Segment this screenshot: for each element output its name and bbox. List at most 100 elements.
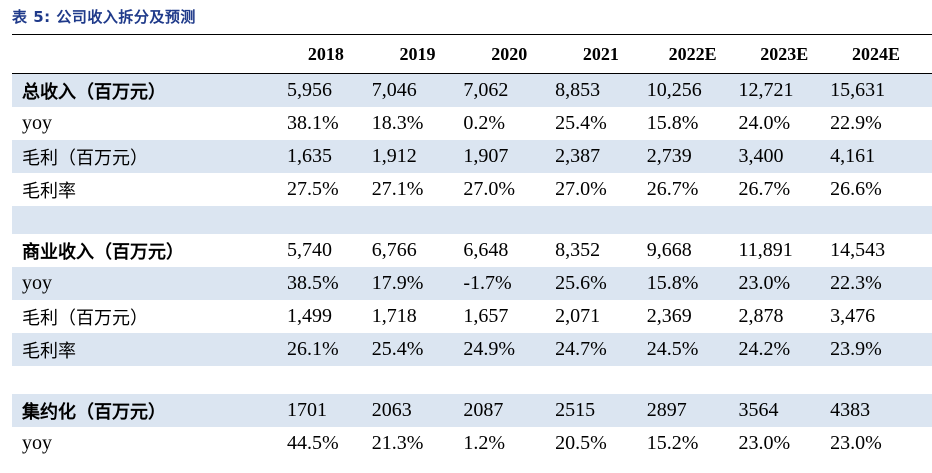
- value-cell: 2897: [646, 399, 687, 421]
- spacer-row: [12, 206, 932, 234]
- header-year-2021: 2021: [582, 43, 619, 64]
- value-cell: 2,387: [555, 145, 601, 167]
- value-cell: 3564: [738, 399, 779, 421]
- row-label: 商业收入（百万元）: [22, 241, 184, 263]
- value-cell: 15.2%: [646, 432, 699, 454]
- value-cell: 15,631: [830, 79, 886, 101]
- table-row: 毛利（百万元） 1,635 1,912 1,907 2,387 2,739 3,400 4,1…: [12, 140, 932, 173]
- row-label: 毛利率: [22, 180, 76, 202]
- value-cell: 25.6%: [555, 272, 607, 294]
- value-cell: 24.0%: [738, 112, 791, 134]
- value-cell: 24.7%: [555, 338, 607, 360]
- header-year-2024e: 2024E: [851, 43, 900, 64]
- value-cell: 26.1%: [287, 338, 339, 360]
- header-year-2023e: 2023E: [760, 43, 809, 64]
- value-cell: 38.1%: [287, 112, 339, 134]
- row-label: 集约化（百万元）: [22, 401, 166, 423]
- value-cell: 22.9%: [830, 112, 882, 134]
- spacer-row: [12, 366, 932, 394]
- value-cell: 24.2%: [738, 338, 791, 360]
- row-label: yoy: [22, 112, 52, 134]
- value-cell: 1,657: [463, 305, 509, 327]
- value-cell: 14,543: [830, 239, 886, 261]
- value-cell: 15.8%: [646, 112, 699, 134]
- table-row: yoy 38.5% 17.9% -1.7% 25.6% 15.8% 23.0% 22.3%: [12, 267, 932, 300]
- value-cell: 4,161: [830, 145, 876, 167]
- value-cell: 27.0%: [555, 178, 607, 200]
- value-cell: 27.5%: [287, 178, 339, 200]
- value-cell: 0.2%: [463, 112, 506, 134]
- row-label: yoy: [22, 432, 52, 454]
- value-cell: 20.5%: [555, 432, 607, 454]
- value-cell: 1.2%: [463, 432, 506, 454]
- value-cell: 27.0%: [463, 178, 516, 200]
- header-year-2018: 2018: [307, 43, 344, 64]
- table-header-row: 2018 2019 2020 2021 2022E 2023E 2024E: [12, 35, 932, 74]
- value-cell: 8,853: [555, 79, 601, 101]
- value-cell: 1,718: [371, 305, 417, 327]
- value-cell: 2515: [555, 399, 596, 421]
- value-cell: 24.5%: [646, 338, 699, 360]
- value-cell: 12,721: [738, 79, 794, 101]
- table-row: 商业收入（百万元） 5,740 6,766 6,648 8,352 9,668 11,891…: [12, 234, 932, 267]
- value-cell: 17.9%: [371, 272, 424, 294]
- value-cell: 23.0%: [738, 432, 791, 454]
- value-cell: 10,256: [646, 79, 702, 101]
- value-cell: 1701: [287, 399, 327, 421]
- value-cell: 26.7%: [646, 178, 699, 200]
- value-cell: 26.7%: [738, 178, 791, 200]
- row-label: 总收入（百万元）: [22, 81, 166, 103]
- value-cell: 7,046: [371, 79, 417, 101]
- value-cell: 26.6%: [830, 178, 882, 200]
- value-cell: 8,352: [555, 239, 601, 261]
- value-cell: 3,400: [738, 145, 784, 167]
- value-cell: 2087: [463, 399, 504, 421]
- header-year-2022e: 2022E: [668, 43, 717, 64]
- value-cell: 11,891: [738, 239, 793, 261]
- value-cell: 23.9%: [830, 338, 882, 360]
- value-cell: 21.3%: [371, 432, 424, 454]
- value-cell: 3,476: [830, 305, 876, 327]
- value-cell: 44.5%: [287, 432, 339, 454]
- value-cell: 1,907: [463, 145, 509, 167]
- value-cell: 6,648: [463, 239, 509, 261]
- table-caption: 表 5: 公司收入拆分及预测: [12, 8, 196, 26]
- value-cell: 27.1%: [371, 178, 424, 200]
- total-revenue-group: 总收入（百万元） 5,956 7,046 7,062 8,853 10,256 12,721…: [12, 74, 932, 206]
- value-cell: 5,740: [287, 239, 332, 261]
- value-cell: 5,956: [287, 79, 332, 101]
- value-cell: 2063: [371, 399, 412, 421]
- value-cell: 6,766: [371, 239, 417, 261]
- header-year-2019: 2019: [399, 43, 436, 64]
- value-cell: 38.5%: [287, 272, 339, 294]
- value-cell: 18.3%: [371, 112, 424, 134]
- value-cell: 23.0%: [830, 432, 882, 454]
- row-label: 毛利（百万元）: [22, 147, 148, 169]
- row-label: 毛利（百万元）: [22, 307, 148, 329]
- table-row: yoy 44.5% 21.3% 1.2% 20.5% 15.2% 23.0% 23.0%: [12, 427, 932, 460]
- row-label: yoy: [22, 272, 52, 294]
- table-row: 总收入（百万元） 5,956 7,046 7,062 8,853 10,256 12,721…: [12, 74, 932, 107]
- header-year-2020: 2020: [491, 43, 528, 64]
- value-cell: 25.4%: [371, 338, 424, 360]
- commercial-revenue-group: 商业收入（百万元） 5,740 6,766 6,648 8,352 9,668 11,891…: [12, 234, 932, 366]
- value-cell: 2,071: [555, 305, 601, 327]
- table-row: yoy 38.1% 18.3% 0.2% 25.4% 15.8% 24.0% 22.9%: [12, 107, 932, 140]
- intensive-group: 集约化（百万元） 1701 2063 2087 2515 2897 3564 4383 yoy 4…: [12, 394, 932, 460]
- table-row: 集约化（百万元） 1701 2063 2087 2515 2897 3564 4383: [12, 394, 932, 427]
- value-cell: 25.4%: [555, 112, 607, 134]
- value-cell: 1,635: [287, 145, 332, 167]
- value-cell: 1,499: [287, 305, 332, 327]
- value-cell: 24.9%: [463, 338, 516, 360]
- value-cell: 2,369: [646, 305, 692, 327]
- value-cell: 15.8%: [646, 272, 699, 294]
- table-row: 毛利（百万元） 1,499 1,718 1,657 2,071 2,369 2,878 3,4…: [12, 300, 932, 333]
- value-cell: 23.0%: [738, 272, 791, 294]
- value-cell: 2,878: [738, 305, 784, 327]
- value-cell: -1.7%: [463, 272, 512, 294]
- value-cell: 2,739: [646, 145, 692, 167]
- revenue-forecast-table: 2018 2019 2020 2021 2022E 2023E 2024E 总收…: [12, 34, 932, 460]
- table-row: 毛利率 26.1% 25.4% 24.9% 24.7% 24.5% 24.2% 23.9%: [12, 333, 932, 366]
- value-cell: 4383: [830, 399, 871, 421]
- row-label: 毛利率: [22, 340, 76, 362]
